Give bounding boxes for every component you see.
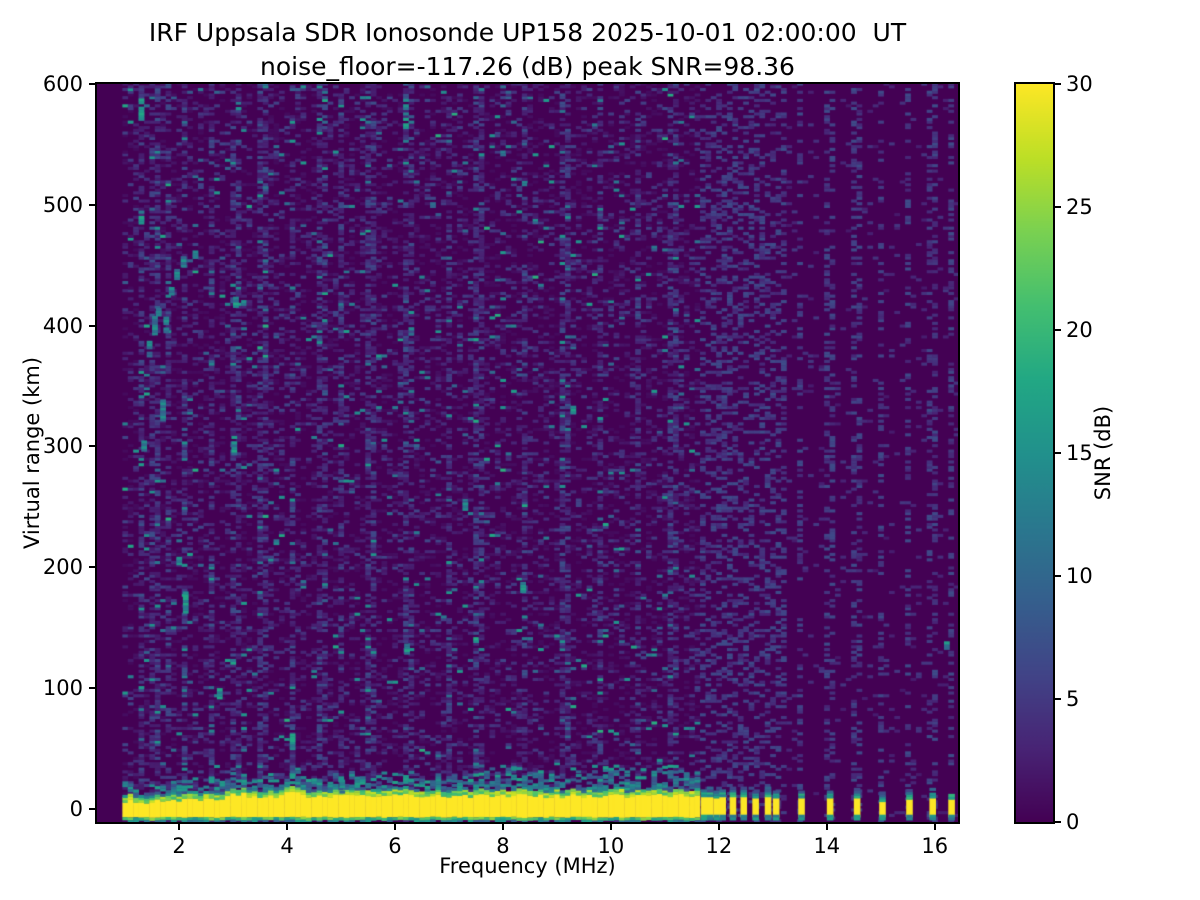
colorbar-tick-label: 10 — [1066, 564, 1093, 588]
colorbar-tick-mark — [1055, 206, 1061, 208]
x-tick-label: 6 — [388, 834, 402, 858]
y-tick-mark — [89, 807, 95, 810]
y-tick-label: 100 — [42, 676, 83, 701]
colorbar-tick-mark — [1055, 83, 1061, 85]
x-tick-mark — [393, 824, 396, 830]
heatmap-canvas — [97, 84, 958, 822]
x-tick-mark — [609, 824, 612, 830]
y-tick-mark — [89, 324, 95, 327]
plot-title-block: IRF Uppsala SDR Ionosonde UP158 2025-10-… — [97, 16, 958, 84]
y-tick-label: 200 — [42, 555, 83, 580]
x-tick-mark — [717, 824, 720, 830]
y-tick-mark — [89, 83, 95, 85]
colorbar-tick-mark — [1055, 698, 1061, 700]
colorbar-tick-label: 15 — [1066, 441, 1093, 465]
colorbar-tick-mark — [1055, 329, 1061, 331]
colorbar-tick-mark — [1055, 452, 1061, 454]
colorbar-tick-label: 25 — [1066, 195, 1093, 219]
x-tick-label: 16 — [921, 834, 949, 858]
y-tick-mark — [89, 203, 95, 206]
x-tick-label: 10 — [597, 834, 625, 858]
y-tick-mark — [89, 445, 95, 448]
y-tick-label: 300 — [42, 434, 83, 459]
x-axis-label: Frequency (MHz) — [439, 854, 616, 878]
colorbar-tick-label: 5 — [1066, 687, 1080, 711]
plot-subtitle: noise_floor=-117.26 (dB) peak SNR=98.36 — [260, 52, 795, 81]
y-tick-mark — [89, 566, 95, 569]
x-tick-label: 2 — [172, 834, 186, 858]
colorbar-tick-mark — [1055, 575, 1061, 577]
colorbar-gradient — [1016, 84, 1053, 822]
y-tick-label: 500 — [42, 192, 83, 217]
x-tick-mark — [286, 824, 288, 830]
x-tick-mark — [178, 824, 181, 830]
x-tick-mark — [501, 824, 504, 830]
x-tick-label: 12 — [705, 834, 733, 858]
colorbar-tick-label: 0 — [1066, 810, 1080, 834]
colorbar-tick-label: 20 — [1066, 318, 1093, 342]
y-tick-label: 0 — [69, 796, 83, 821]
y-tick-mark — [89, 687, 95, 690]
colorbar-label: SNR (dB) — [1091, 405, 1115, 501]
y-tick-label: 400 — [42, 313, 83, 338]
x-tick-label: 8 — [496, 834, 510, 858]
y-tick-label: 600 — [42, 72, 83, 96]
plot-title: IRF Uppsala SDR Ionosonde UP158 2025-10-… — [148, 18, 907, 47]
x-tick-label: 14 — [813, 834, 841, 858]
x-tick-label: 4 — [280, 834, 294, 858]
x-tick-mark — [825, 824, 828, 830]
colorbar-tick-label: 30 — [1066, 72, 1093, 96]
colorbar-tick-mark — [1055, 821, 1061, 823]
x-tick-mark — [933, 824, 936, 830]
